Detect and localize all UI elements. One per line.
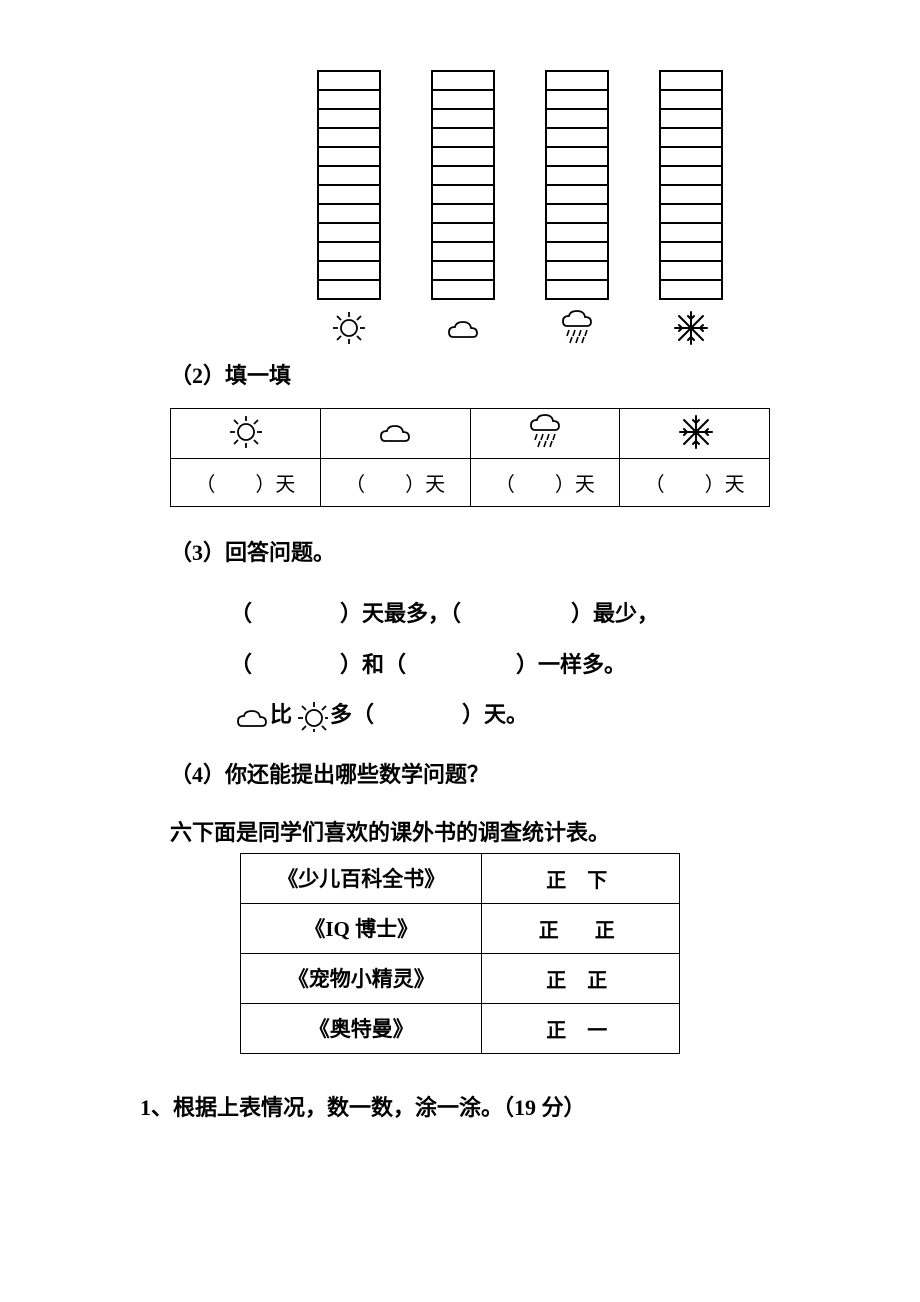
inline-cloud-icon (232, 702, 268, 728)
book-name-1: 《少儿百科全书》 (241, 853, 482, 903)
bottom-question: 1、根据上表情况，数一数，涂一涂。（19 分） (140, 1090, 880, 1122)
q3-line2: （ ）和（ ）一样多。 (230, 640, 880, 691)
book-tally-2: 正 正 (482, 903, 680, 953)
q3-line3-post: 多（ ）天。 (330, 690, 528, 741)
fill-icon-snowy (620, 409, 770, 459)
section6-heading: 六下面是同学们喜欢的课外书的调查统计表。 (170, 815, 880, 847)
section4-label: （4）你还能提出哪些数学问题？ (170, 757, 880, 789)
section2-label: （2）填一填 (170, 358, 880, 390)
book-tally-1: 正 下 (482, 853, 680, 903)
cloudy-icon (443, 308, 483, 348)
grid-rainy (545, 70, 609, 300)
q3-line3: 比 多（ ）天。 (230, 690, 880, 741)
book-table: 《少儿百科全书》 正 下 《IQ 博士》 正 正 《宠物小精灵》 正 正 《奥特… (240, 853, 680, 1054)
grid-cloudy (431, 70, 495, 300)
fill-icon-cloudy (320, 409, 470, 459)
fill-icon-sunny (171, 409, 321, 459)
chart-col-snowy (659, 70, 723, 348)
chart-col-rainy (545, 70, 609, 348)
fill-icon-rainy (470, 409, 620, 459)
chart-col-cloudy (431, 70, 495, 348)
fill-cell-2: （ ）天 (320, 459, 470, 507)
grid-snowy (659, 70, 723, 300)
section3-label: （3）回答问题。 (170, 535, 880, 567)
book-tally-4: 正 一 (482, 1003, 680, 1053)
fill-cell-3: （ ）天 (470, 459, 620, 507)
book-name-4: 《奥特曼》 (241, 1003, 482, 1053)
book-name-3: 《宠物小精灵》 (241, 953, 482, 1003)
rainy-icon (557, 308, 597, 348)
q3-line1: （ ）天最多，（ ）最少， (230, 589, 880, 640)
fill-table: （ ）天 （ ）天 （ ）天 （ ）天 (170, 408, 770, 507)
fill-cell-4: （ ）天 (620, 459, 770, 507)
inline-sun-icon (294, 698, 328, 732)
grid-sunny (317, 70, 381, 300)
sunny-icon (329, 308, 369, 348)
q3-block: （ ）天最多，（ ）最少， （ ）和（ ）一样多。 比 多（ ）天。 (230, 589, 880, 741)
chart-col-sunny (317, 70, 381, 348)
q3-line3-mid: 比 (270, 690, 292, 741)
chart-grids-row (160, 70, 880, 348)
book-name-2: 《IQ 博士》 (241, 903, 482, 953)
book-tally-3: 正 正 (482, 953, 680, 1003)
fill-cell-1: （ ）天 (171, 459, 321, 507)
snowy-icon (671, 308, 711, 348)
